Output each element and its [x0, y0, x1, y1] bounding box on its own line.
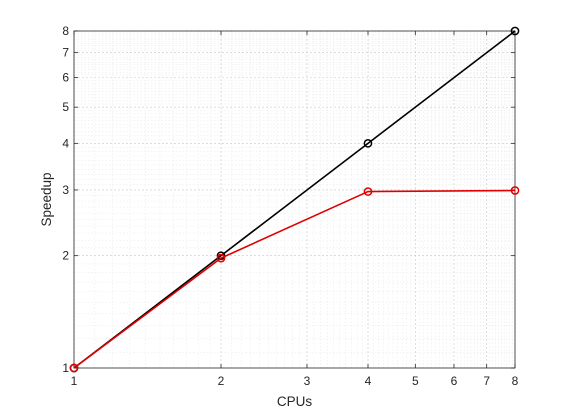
x-tick-label: 7 [483, 374, 490, 388]
x-tick-label: 4 [365, 374, 372, 388]
y-tick-label: 8 [62, 24, 69, 38]
y-tick-label: 4 [62, 136, 69, 150]
y-tick-label: 2 [62, 249, 69, 263]
y-tick-label: 5 [62, 100, 69, 114]
x-tick-labels: 1 2 3 4 5 6 7 8 [71, 374, 519, 388]
series-marker-0 [363, 138, 373, 148]
series-marker-1 [69, 363, 79, 373]
y-tick-label: 7 [62, 46, 69, 60]
series-line-0 [73, 30, 516, 369]
y-tick-label: 3 [62, 183, 69, 197]
x-tick-label: 6 [451, 374, 458, 388]
series-layer [69, 26, 520, 373]
x-axis-label: CPUs [277, 394, 313, 409]
x-tick-label: 5 [412, 374, 419, 388]
x-tick-label: 2 [218, 374, 225, 388]
series-marker-1 [216, 253, 226, 263]
series-line-1 [73, 189, 516, 369]
series-marker-1 [510, 186, 520, 195]
x-tick-label: 8 [512, 374, 519, 388]
minor-grid [74, 31, 515, 368]
y-tick-label: 6 [62, 71, 69, 85]
plot-frame [73, 30, 516, 369]
y-tick-labels: 1 2 3 4 5 6 7 8 [62, 24, 69, 375]
y-axis-label: Speedup [39, 172, 54, 226]
y-tick-label: 1 [62, 361, 69, 375]
x-tick-label: 1 [71, 374, 78, 388]
series-marker-1 [363, 187, 373, 196]
series-marker-0 [510, 26, 520, 36]
x-tick-label: 3 [304, 374, 311, 388]
